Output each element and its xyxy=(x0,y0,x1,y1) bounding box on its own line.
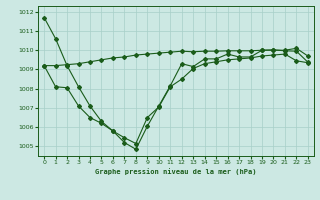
X-axis label: Graphe pression niveau de la mer (hPa): Graphe pression niveau de la mer (hPa) xyxy=(95,168,257,175)
